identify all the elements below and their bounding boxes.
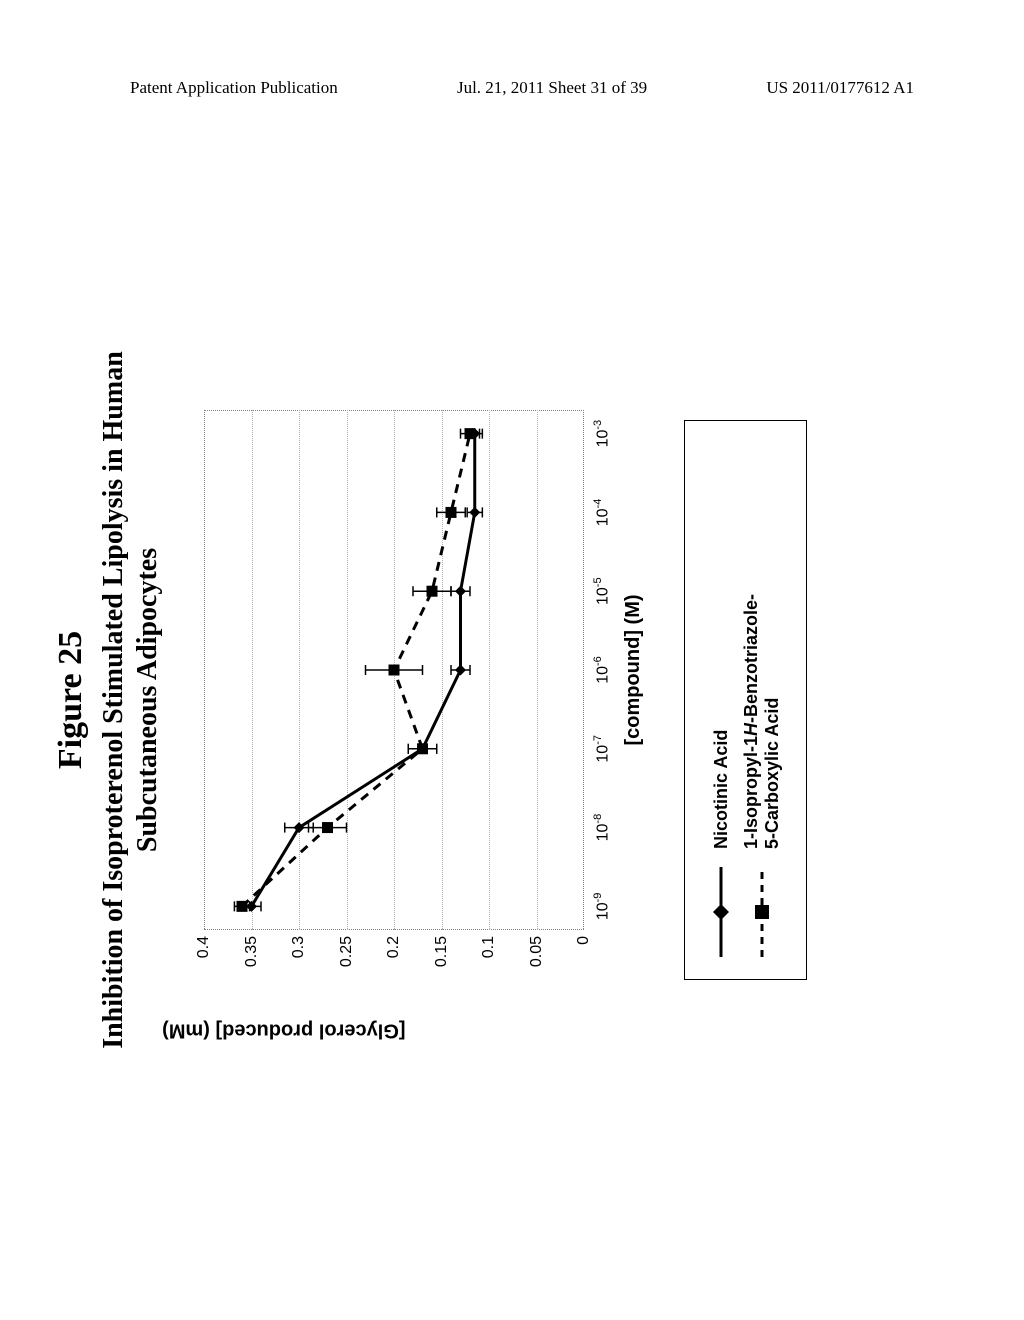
figure-number: Figure 25 xyxy=(52,188,90,1212)
rotated-figure-block: Figure 25 Inhibition of Isoproterenol St… xyxy=(12,188,1012,1212)
header-left: Patent Application Publication xyxy=(130,78,338,98)
x-tick: 10-9 xyxy=(592,893,612,921)
y-tick: 0.2 xyxy=(385,936,403,980)
figure-title-line1: Inhibition of Isoproterenol Stimulated L… xyxy=(98,188,130,1212)
header-right: US 2011/0177612 A1 xyxy=(766,78,914,98)
legend-item-nicotinic: Nicotinic Acid xyxy=(709,443,733,957)
y-tick: 0.35 xyxy=(243,936,261,980)
x-axis-label: [compound] (M) xyxy=(622,410,645,930)
patent-header: Patent Application Publication Jul. 21, … xyxy=(0,78,1024,98)
legend2-italic: H xyxy=(741,723,761,736)
plot-svg xyxy=(204,410,584,930)
legend-label-2: 1-Isopropyl-1H-Benzotriazole-5-Carboxyli… xyxy=(741,594,782,849)
y-tick: 0.25 xyxy=(338,936,356,980)
legend-label-1: Nicotinic Acid xyxy=(711,730,732,849)
legend-item-benzotriazole: 1-Isopropyl-1H-Benzotriazole-5-Carboxyli… xyxy=(741,443,782,957)
legend: Nicotinic Acid 1-Isopropyl-1H-Benzotriaz… xyxy=(684,420,807,980)
x-tick: 10-6 xyxy=(592,656,612,684)
y-tick: 0.15 xyxy=(433,936,451,980)
legend2-pre: 1-Isopropyl-1 xyxy=(741,736,761,849)
legend-swatch-dashed xyxy=(750,867,774,957)
y-tick: 0.3 xyxy=(290,936,308,980)
x-tick: 10-5 xyxy=(592,577,612,605)
legend-swatch-solid xyxy=(709,867,733,957)
x-tick: 10-7 xyxy=(592,735,612,763)
figure-title-line2: Subcutaneous Adipocytes xyxy=(132,188,164,1212)
x-tick: 10-8 xyxy=(592,814,612,842)
y-tick: 0.1 xyxy=(480,936,498,980)
x-tick: 10-4 xyxy=(592,499,612,527)
y-tick: 0.4 xyxy=(195,936,213,980)
header-center: Jul. 21, 2011 Sheet 31 of 39 xyxy=(457,78,647,98)
lipolysis-chart: [Glycerol produced] (mM) [compound] (M) … xyxy=(194,380,654,1020)
x-tick: 10-3 xyxy=(592,420,612,448)
y-tick: 0 xyxy=(575,936,593,980)
y-axis-label: [Glycerol produced] (mM) xyxy=(162,1019,405,1042)
y-tick: 0.05 xyxy=(528,936,546,980)
